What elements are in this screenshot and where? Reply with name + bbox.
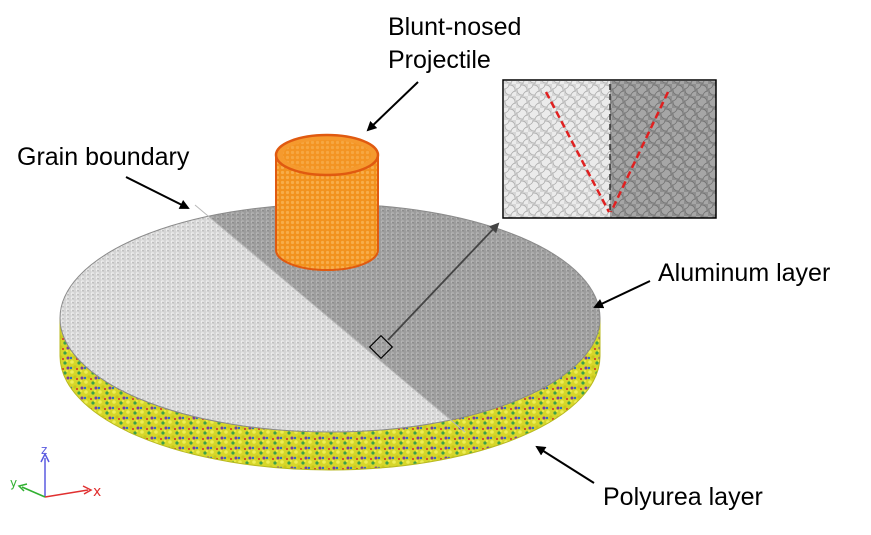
axes-triad: z x y [10,443,101,500]
projectile-label-line1: Blunt-nosed [388,13,522,41]
grain-boundary-line [194,204,466,433]
x-axis [44,489,89,498]
grain-boundary-arrow [125,176,190,209]
projectile [274,133,380,271]
polyurea-arrow [535,445,595,484]
projectile-label-line2: Projectile [388,46,491,74]
y-axis [21,486,46,498]
inset-zoom [502,79,717,219]
polyurea-layer-label: Polyurea layer [603,483,763,511]
aluminum-arrow [593,280,651,309]
z-axis-label: z [41,443,47,457]
grain-light [60,204,465,432]
zoom-pointer-arrow [387,222,500,341]
zoom-region-box [368,334,394,360]
aluminum-layer-label: Aluminum layer [658,259,831,287]
inset-angle-line-left [544,91,611,213]
y-axis-label: y [10,476,17,490]
grain-boundary-label: Grain boundary [17,143,190,171]
inset-angle-line-right [609,91,670,213]
x-axis-label: x [93,484,101,500]
projectile-arrow [366,81,419,132]
